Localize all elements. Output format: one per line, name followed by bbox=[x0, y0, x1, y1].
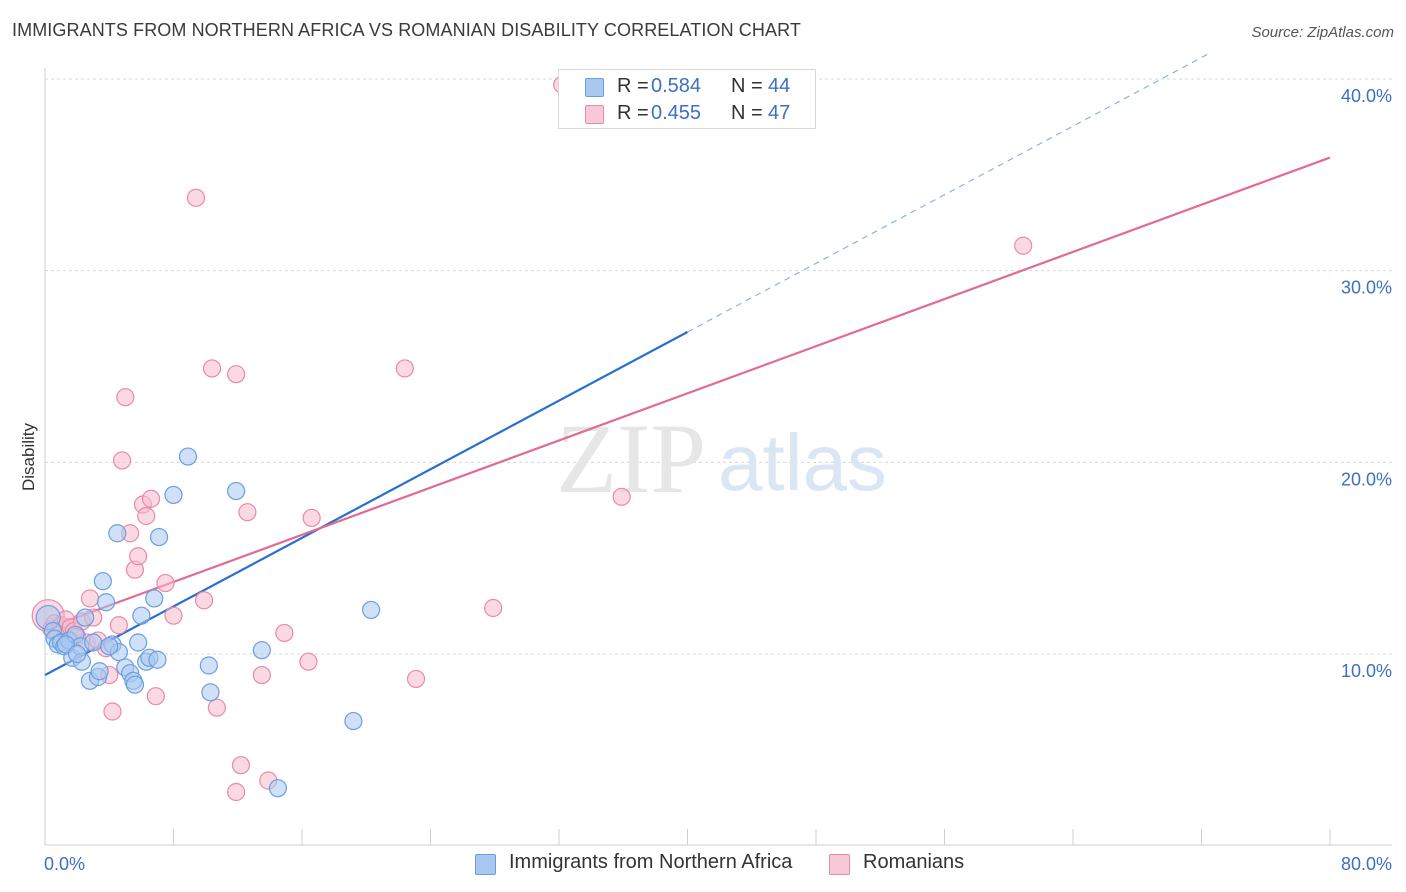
data-point-romanians bbox=[406, 669, 426, 689]
data-point-immigrants bbox=[149, 527, 169, 547]
data-point-romanians bbox=[164, 606, 183, 625]
data-point-immigrants bbox=[108, 524, 127, 543]
bottom-legend-label-blue: Immigrants from Northern Africa bbox=[509, 851, 793, 873]
data-point-immigrants bbox=[199, 656, 218, 675]
data-point-immigrants bbox=[100, 637, 119, 656]
data-point-romanians bbox=[231, 756, 251, 775]
data-point-romanians bbox=[186, 188, 206, 207]
tick-labels: 10.0% 20.0% 30.0% 40.0% 0.0% 80.0% bbox=[44, 86, 1392, 874]
data-point-romanians bbox=[227, 782, 246, 802]
data-point-romanians bbox=[275, 623, 294, 643]
data-point-romanians bbox=[395, 359, 414, 378]
immigrants-points bbox=[35, 447, 381, 798]
trend-line-immigrants bbox=[44, 331, 689, 677]
data-point-immigrants bbox=[361, 600, 381, 620]
data-point-romanians bbox=[299, 652, 318, 671]
watermark-atlas: atlas bbox=[718, 418, 887, 507]
trend-line-romanians bbox=[44, 156, 1331, 631]
data-point-romanians bbox=[146, 687, 165, 706]
bottom-legend-label-pink: Romanians bbox=[863, 851, 965, 873]
data-point-immigrants bbox=[252, 641, 271, 660]
y-tick-label: 10.0% bbox=[1341, 661, 1392, 681]
data-point-romanians bbox=[252, 665, 271, 685]
data-point-romanians bbox=[137, 506, 156, 526]
axes bbox=[44, 68, 1392, 846]
data-point-romanians bbox=[302, 508, 321, 528]
data-point-immigrants bbox=[90, 662, 109, 681]
data-point-romanians bbox=[80, 589, 100, 608]
y-axis-label: Disability bbox=[19, 422, 38, 491]
data-point-romanians bbox=[202, 359, 222, 378]
legend-n-value-pink: 47 bbox=[768, 102, 791, 124]
correlation-legend: R = 0.584 N = 44 R = 0.455 N = 47 bbox=[558, 69, 816, 129]
data-point-immigrants bbox=[148, 650, 167, 669]
data-point-immigrants bbox=[68, 644, 87, 664]
x-tick-label: 80.0% bbox=[1341, 854, 1392, 874]
data-point-romanians bbox=[112, 451, 132, 470]
y-tick-label: 20.0% bbox=[1341, 469, 1392, 489]
legend-r-label: R = bbox=[617, 102, 649, 124]
data-point-romanians bbox=[238, 503, 257, 522]
data-point-romanians bbox=[109, 616, 128, 635]
trend-lines bbox=[44, 52, 1331, 677]
data-point-romanians bbox=[484, 598, 503, 618]
data-point-immigrants bbox=[129, 633, 148, 652]
x-tick-label: 0.0% bbox=[44, 854, 85, 874]
legend-r-value-pink: 0.455 bbox=[651, 102, 702, 124]
data-point-immigrants bbox=[201, 683, 220, 702]
data-point-romanians bbox=[194, 591, 214, 610]
data-point-immigrants bbox=[84, 633, 103, 652]
data-point-romanians bbox=[156, 573, 175, 593]
watermark: ZIP atlas bbox=[556, 403, 887, 514]
data-point-romanians bbox=[103, 702, 122, 721]
data-point-romanians bbox=[207, 698, 226, 717]
legend-swatch-blue bbox=[585, 78, 604, 97]
legend-n-label: N = bbox=[731, 102, 763, 124]
legend-swatch-pink bbox=[585, 105, 604, 124]
data-point-romanians bbox=[612, 487, 631, 506]
legend-r-value-blue: 0.584 bbox=[651, 75, 702, 97]
watermark-zip: ZIP bbox=[556, 403, 706, 514]
data-point-romanians bbox=[129, 547, 148, 566]
chart-title: IMMIGRANTS FROM NORTHERN AFRICA VS ROMAN… bbox=[12, 20, 801, 40]
data-point-immigrants bbox=[227, 481, 246, 501]
data-point-immigrants bbox=[164, 485, 183, 505]
data-point-immigrants bbox=[125, 675, 145, 694]
y-tick-label: 30.0% bbox=[1341, 278, 1392, 298]
source-label: Source: ZipAtlas.com bbox=[1251, 24, 1394, 41]
data-point-romanians bbox=[141, 489, 161, 508]
data-point-immigrants bbox=[93, 572, 112, 591]
data-point-romanians bbox=[116, 388, 135, 407]
data-point-immigrants bbox=[132, 606, 151, 625]
bottom-legend-swatch-blue bbox=[475, 854, 496, 875]
data-point-romanians bbox=[227, 365, 246, 384]
data-point-immigrants bbox=[96, 593, 116, 612]
y-tick-label: 40.0% bbox=[1341, 86, 1392, 106]
legend-r-label: R = bbox=[617, 75, 649, 97]
data-point-immigrants bbox=[145, 589, 164, 608]
bottom-legend-swatch-pink bbox=[829, 854, 850, 875]
data-point-immigrants bbox=[76, 608, 95, 627]
legend-n-value-blue: 44 bbox=[768, 75, 791, 97]
data-point-immigrants bbox=[268, 779, 288, 798]
data-point-romanians bbox=[1014, 236, 1033, 255]
legend-n-label: N = bbox=[731, 75, 763, 97]
data-point-immigrants bbox=[178, 447, 198, 466]
data-point-immigrants bbox=[344, 711, 363, 731]
